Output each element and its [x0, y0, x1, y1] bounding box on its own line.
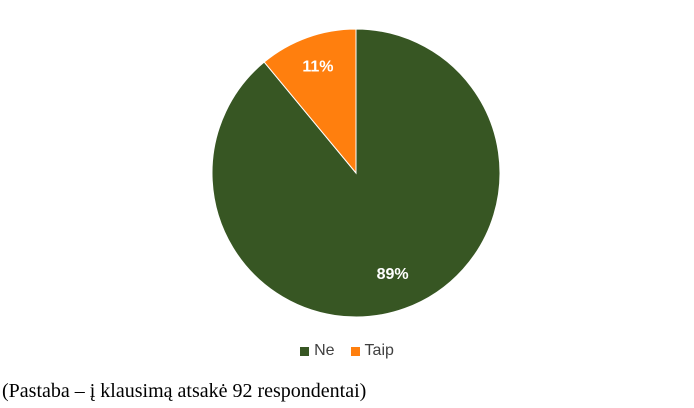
- legend: Ne Taip: [0, 342, 694, 360]
- legend-label-ne: Ne: [314, 342, 335, 359]
- data-label-taip: 11%: [302, 59, 333, 76]
- data-label-ne: 89%: [377, 266, 409, 283]
- chart-area: 89% 11%: [211, 28, 501, 318]
- legend-item-ne: Ne: [300, 342, 335, 360]
- legend-swatch-ne: [300, 346, 310, 356]
- legend-item-taip: Taip: [350, 342, 394, 360]
- legend-label-taip: Taip: [364, 342, 394, 359]
- pie-chart: 89% 11%: [211, 28, 501, 318]
- pie-slice-taip: [263, 28, 357, 175]
- legend-swatch-taip: [350, 346, 360, 356]
- caption-note: (Pastaba – į klausimą atsakė 92 responde…: [2, 380, 367, 402]
